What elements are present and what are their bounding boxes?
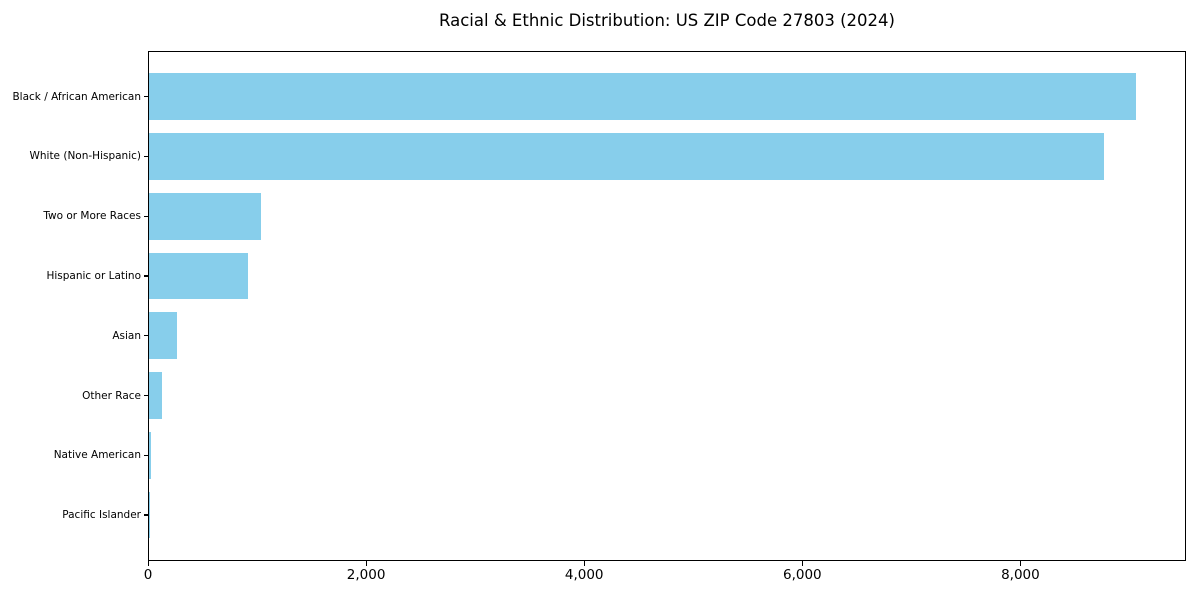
bar xyxy=(149,192,262,240)
bar xyxy=(149,252,249,300)
y-tick-label: Pacific Islander xyxy=(62,509,141,522)
x-tick-label: 2,000 xyxy=(346,567,386,583)
x-tick-mark xyxy=(147,561,149,566)
bar xyxy=(149,73,1136,121)
y-tick-mark xyxy=(144,215,149,217)
x-tick-label: 6,000 xyxy=(782,567,822,583)
chart-title: Racial & Ethnic Distribution: US ZIP Cod… xyxy=(439,11,895,30)
x-tick-mark xyxy=(583,561,586,566)
y-tick-label: Asian xyxy=(112,329,141,342)
y-tick-label: Other Race xyxy=(82,389,141,402)
plot-area xyxy=(148,51,1186,561)
x-tick-mark xyxy=(365,561,367,566)
x-tick-mark xyxy=(802,561,804,566)
y-tick-mark xyxy=(144,155,149,158)
x-tick-label: 4,000 xyxy=(564,567,604,583)
bar xyxy=(149,431,152,479)
y-tick-mark xyxy=(144,335,149,337)
bar xyxy=(149,491,150,539)
bar xyxy=(149,133,1105,180)
y-tick-mark xyxy=(144,96,149,98)
y-tick-mark xyxy=(144,275,149,277)
bar xyxy=(149,312,178,360)
y-tick-label: Two or More Races xyxy=(43,210,141,223)
y-tick-mark xyxy=(144,454,149,456)
y-tick-label: Black / African American xyxy=(12,90,141,103)
bar xyxy=(149,372,162,419)
y-tick-label: Native American xyxy=(53,449,141,462)
y-tick-mark xyxy=(144,394,149,397)
x-tick-label: 0 xyxy=(143,567,153,583)
x-tick-mark xyxy=(1020,561,1022,566)
y-tick-label: Hispanic or Latino xyxy=(46,269,141,282)
y-tick-mark xyxy=(144,514,149,516)
y-tick-label: White (Non-Hispanic) xyxy=(29,150,141,163)
x-tick-label: 8,000 xyxy=(1001,567,1040,583)
